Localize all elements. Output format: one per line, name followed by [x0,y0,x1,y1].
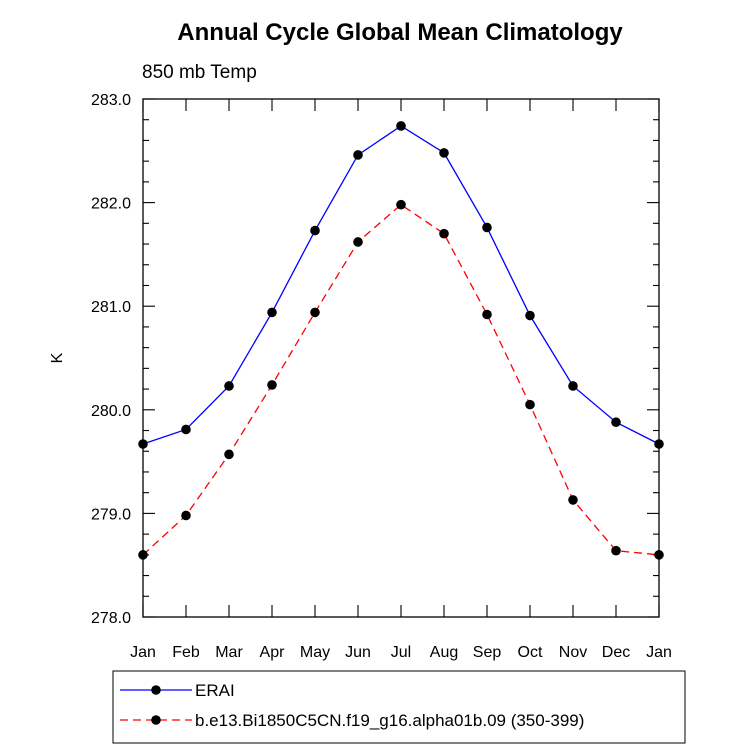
series-2-point [396,199,406,210]
series-2-point [525,399,535,410]
chart-title: Annual Cycle Global Mean Climatology [177,19,623,46]
ticks-layer: 278.0 279.0 280.0 281.0 282.0 283.0 Jan Feb Mar A… [91,92,672,661]
legend-marker-1 [151,685,161,695]
legend-label-2: b.e13.Bi1850C5CN.f19_g16.alpha01b.09 (35… [195,711,584,730]
y-tick-label: 282.0 [91,196,131,213]
series-2-point [310,307,320,318]
series-1-point [310,225,320,236]
chart-subtitle: 850 mb Temp [142,62,257,83]
series-1-point [353,150,363,160]
legend: ERAI b.e13.Bi1850C5CN.f19_g16.alpha01b.09… [112,670,686,744]
series-2-point [568,495,578,505]
y-tick-label: 283.0 [91,92,131,109]
series-2-point [267,380,277,390]
legend-marker-2 [151,715,161,725]
x-tick-label: Jan [130,644,156,661]
series-1-point [267,307,277,318]
series-1 [138,121,664,449]
series-1-point [181,424,191,435]
series-1-point [224,381,234,391]
series-1-line [142,125,660,445]
series-1-point [396,121,406,131]
y-axis-label: K [49,352,66,363]
series-2-point [181,510,191,521]
y-tick-label: 280.0 [91,403,131,420]
x-tick-label: Mar [215,644,243,661]
x-tick-label: Feb [172,644,200,661]
series-2-point [439,228,449,239]
y-tick-label: 279.0 [91,506,131,523]
x-tick-label: Aug [430,644,458,661]
y-tick-label: 281.0 [91,299,131,316]
legend-label-1: ERAI [195,681,235,700]
series-2-point [482,309,492,320]
series-2-point [353,237,363,247]
x-tick-label: Nov [559,644,587,661]
series-1-point [439,148,449,158]
x-tick-label: May [300,644,330,661]
x-tick-label: Oct [518,644,543,661]
plot-frame [142,98,660,618]
series-2 [138,199,664,560]
series-1-point [525,310,535,321]
series-layer [138,121,664,560]
series-1-point [482,222,492,233]
series-2-point [224,449,234,460]
series-2-point [611,545,621,556]
series-1-point [568,381,578,391]
x-tick-label: Sep [473,644,502,661]
y-tick-label: 278.0 [91,610,131,627]
x-tick-label: Jul [391,644,411,661]
x-tick-label: Jan [646,644,672,661]
legend-box [112,670,686,744]
x-tick-label: Jun [345,644,371,661]
x-tick-label: Apr [260,644,286,661]
x-tick-label: Dec [602,644,630,661]
series-1-point [611,417,621,428]
series-2-line [142,203,660,556]
